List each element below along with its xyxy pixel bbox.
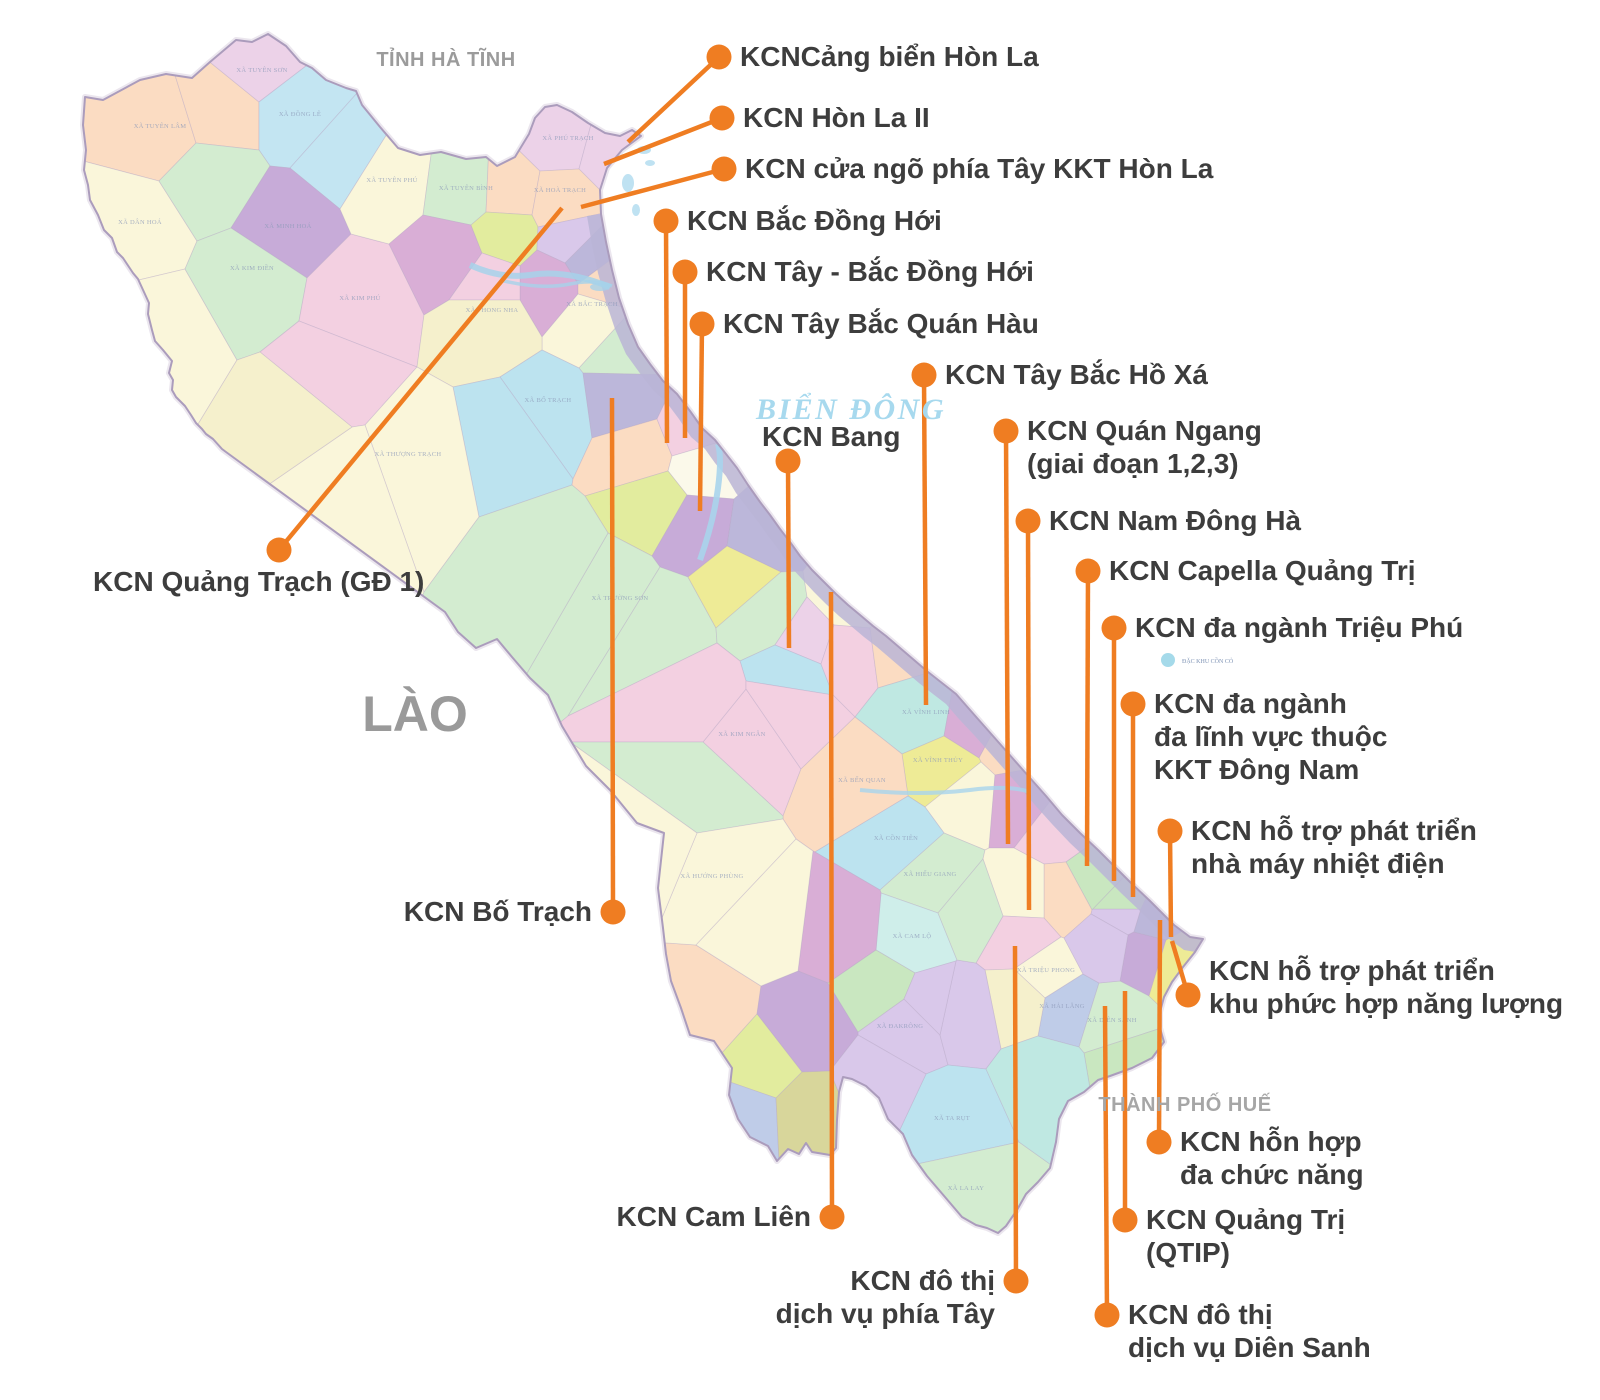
svg-text:BIỂN ĐÔNG: BIỂN ĐÔNG bbox=[755, 393, 946, 426]
svg-text:XÃ TRƯỜNG SƠN: XÃ TRƯỜNG SƠN bbox=[592, 594, 649, 602]
svg-text:XÃ KIM NGÂN: XÃ KIM NGÂN bbox=[718, 730, 765, 738]
svg-text:KCN đô thị: KCN đô thị bbox=[1128, 1299, 1273, 1330]
svg-text:KCN Hòn La II: KCN Hòn La II bbox=[743, 102, 930, 133]
svg-text:KCN Quán Ngang: KCN Quán Ngang bbox=[1027, 415, 1262, 446]
svg-text:dịch vụ phía Tây: dịch vụ phía Tây bbox=[776, 1298, 996, 1329]
svg-text:TỈNH HÀ TĨNH: TỈNH HÀ TĨNH bbox=[376, 48, 515, 71]
svg-text:XÃ THƯỢNG TRẠCH: XÃ THƯỢNG TRẠCH bbox=[375, 450, 442, 458]
svg-text:XÃ KIM PHÚ: XÃ KIM PHÚ bbox=[339, 294, 380, 302]
svg-text:XÃ TUYÊN PHÚ: XÃ TUYÊN PHÚ bbox=[366, 176, 417, 184]
svg-text:KKT Đông Nam: KKT Đông Nam bbox=[1154, 754, 1359, 785]
svg-text:khu phức hợp năng lượng: khu phức hợp năng lượng bbox=[1209, 988, 1563, 1019]
svg-text:KCN đa ngành: KCN đa ngành bbox=[1154, 688, 1347, 719]
svg-text:KCN Cam Liên: KCN Cam Liên bbox=[617, 1201, 811, 1232]
svg-text:KCN Bắc Đồng Hới: KCN Bắc Đồng Hới bbox=[687, 205, 942, 236]
svg-text:XÃ PHONG NHA: XÃ PHONG NHA bbox=[466, 306, 519, 314]
svg-text:KCN hỗn hợp: KCN hỗn hợp bbox=[1180, 1126, 1362, 1157]
svg-text:XÃ BỐ TRẠCH: XÃ BỐ TRẠCH bbox=[525, 396, 572, 404]
svg-text:XÃ TUYÊN SƠN: XÃ TUYÊN SƠN bbox=[236, 66, 287, 74]
svg-text:KCN Tây Bắc Quán Hàu: KCN Tây Bắc Quán Hàu bbox=[723, 308, 1039, 339]
svg-text:XÃ TUYÊN LÂM: XÃ TUYÊN LÂM bbox=[134, 122, 187, 130]
svg-text:XÃ HƯỚNG PHÙNG: XÃ HƯỚNG PHÙNG bbox=[680, 872, 743, 880]
svg-text:(giai đoạn 1,2,3): (giai đoạn 1,2,3) bbox=[1027, 448, 1239, 479]
svg-text:KCN Bang: KCN Bang bbox=[762, 421, 900, 452]
svg-text:ĐẶC KHU CỒN CỎ: ĐẶC KHU CỒN CỎ bbox=[1182, 657, 1234, 665]
svg-text:KCN hỗ trợ phát triển: KCN hỗ trợ phát triển bbox=[1191, 815, 1477, 846]
svg-text:KCN hỗ trợ phát triển: KCN hỗ trợ phát triển bbox=[1209, 955, 1495, 986]
svg-text:(QTIP): (QTIP) bbox=[1146, 1237, 1230, 1268]
svg-text:XÃ TUYÊN BÌNH: XÃ TUYÊN BÌNH bbox=[439, 184, 493, 192]
svg-text:XÃ BẮC TRẠCH: XÃ BẮC TRẠCH bbox=[566, 300, 618, 308]
svg-text:KCN Capella Quảng Trị: KCN Capella Quảng Trị bbox=[1109, 555, 1416, 586]
svg-text:KCN Quảng Trạch (GĐ 1): KCN Quảng Trạch (GĐ 1) bbox=[93, 566, 424, 597]
svg-text:XÃ CAM LỘ: XÃ CAM LỘ bbox=[893, 932, 932, 940]
svg-text:XÃ HIẾU GIANG: XÃ HIẾU GIANG bbox=[903, 870, 956, 878]
svg-text:XÃ KIM ĐIỀN: XÃ KIM ĐIỀN bbox=[230, 264, 274, 272]
svg-text:KCN Tây - Bắc Đồng Hới: KCN Tây - Bắc Đồng Hới bbox=[706, 256, 1034, 287]
svg-text:XÃ ĐỒNG LÊ: XÃ ĐỒNG LÊ bbox=[279, 110, 321, 118]
svg-text:KCN Nam Đông Hà: KCN Nam Đông Hà bbox=[1049, 505, 1301, 536]
svg-text:XÃ BẾN QUAN: XÃ BẾN QUAN bbox=[838, 776, 886, 784]
svg-text:KCN Quảng Trị: KCN Quảng Trị bbox=[1146, 1204, 1345, 1235]
svg-text:XÃ DÂN HOÁ: XÃ DÂN HOÁ bbox=[118, 218, 162, 226]
svg-text:XÃ TA RỤT: XÃ TA RỤT bbox=[934, 1114, 970, 1122]
svg-text:XÃ HẢI LĂNG: XÃ HẢI LĂNG bbox=[1039, 1002, 1085, 1010]
svg-text:XÃ DIÊN SANH: XÃ DIÊN SANH bbox=[1087, 1016, 1136, 1024]
svg-text:đa chức năng: đa chức năng bbox=[1180, 1159, 1364, 1190]
svg-text:KCN Tây Bắc Hồ Xá: KCN Tây Bắc Hồ Xá bbox=[945, 359, 1208, 390]
svg-text:KCN cửa ngõ phía Tây KKT Hòn L: KCN cửa ngõ phía Tây KKT Hòn La bbox=[745, 153, 1214, 184]
svg-text:đa lĩnh vực thuộc: đa lĩnh vực thuộc bbox=[1154, 721, 1387, 752]
svg-text:XÃ HOÀ TRẠCH: XÃ HOÀ TRẠCH bbox=[534, 186, 586, 194]
svg-text:KCN đô thị: KCN đô thị bbox=[850, 1265, 995, 1296]
svg-text:THÀNH PHỐ HUẾ: THÀNH PHỐ HUẾ bbox=[1098, 1092, 1271, 1116]
svg-text:KCNCảng biển Hòn La: KCNCảng biển Hòn La bbox=[740, 41, 1039, 72]
svg-text:XÃ CỒN TIÊN: XÃ CỒN TIÊN bbox=[874, 834, 918, 842]
svg-text:XÃ VĨNH THỦY: XÃ VĨNH THỦY bbox=[913, 756, 963, 764]
svg-text:XÃ MINH HOÁ: XÃ MINH HOÁ bbox=[264, 222, 311, 230]
svg-text:dịch vụ Diên Sanh: dịch vụ Diên Sanh bbox=[1128, 1332, 1371, 1363]
svg-text:XÃ VĨNH LINH: XÃ VĨNH LINH bbox=[902, 708, 950, 716]
svg-text:nhà máy nhiệt điện: nhà máy nhiệt điện bbox=[1191, 848, 1445, 879]
svg-text:LÀO: LÀO bbox=[362, 686, 468, 742]
svg-text:KCN Bố Trạch: KCN Bố Trạch bbox=[404, 896, 592, 927]
svg-text:XÃ LA LAY: XÃ LA LAY bbox=[948, 1184, 984, 1192]
svg-text:XÃ PHÚ TRẠCH: XÃ PHÚ TRẠCH bbox=[542, 134, 593, 142]
svg-text:KCN đa ngành Triệu Phú: KCN đa ngành Triệu Phú bbox=[1135, 612, 1463, 643]
svg-text:XÃ ĐAKRÔNG: XÃ ĐAKRÔNG bbox=[877, 1022, 924, 1030]
svg-text:XÃ TRIỆU PHONG: XÃ TRIỆU PHONG bbox=[1017, 966, 1075, 974]
